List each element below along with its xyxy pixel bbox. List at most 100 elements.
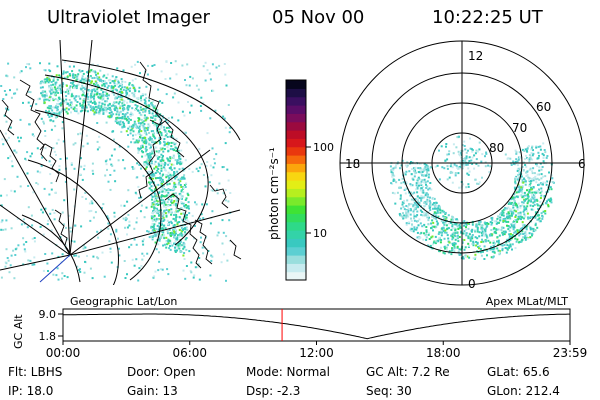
aurora-pixel: [144, 164, 147, 167]
aurora-pixel: [523, 206, 526, 209]
aurora-pixel: [508, 229, 511, 232]
aurora-pixel: [113, 93, 116, 96]
aurora-pixel: [62, 99, 65, 102]
aurora-pixel: [145, 116, 148, 119]
aurora-pixel: [425, 236, 428, 239]
aurora-pixel: [425, 212, 428, 215]
aurora-pixel: [178, 159, 181, 162]
aurora-pixel: [69, 103, 72, 106]
aurora-pixel: [174, 186, 177, 188]
aurora-pixel: [421, 225, 424, 228]
aurora-pixel: [448, 250, 451, 253]
aurora-pixel: [467, 246, 470, 248]
aurora-pixel: [161, 182, 164, 185]
aurora-pixel: [160, 124, 163, 127]
aurora-pixel: [495, 232, 498, 235]
aurora-pixel: [210, 189, 213, 192]
aurora-pixel: [154, 141, 157, 144]
aurora-pixel: [138, 86, 141, 89]
aurora-pixel: [169, 157, 172, 160]
aurora-pixel: [146, 73, 149, 76]
aurora-pixel: [6, 257, 9, 259]
aurora-pixel: [114, 106, 117, 109]
aurora-pixel: [518, 156, 521, 159]
aurora-pixel: [41, 86, 44, 89]
aurora-pixel: [149, 178, 152, 181]
aurora-pixel: [195, 84, 198, 87]
aurora-pixel: [73, 167, 76, 170]
aurora-pixel: [482, 240, 485, 243]
aurora-pixel: [165, 126, 168, 129]
aurora-pixel: [160, 160, 163, 163]
aurora-pixel: [519, 213, 522, 216]
aurora-pixel: [179, 240, 182, 243]
aurora-pixel: [170, 200, 172, 203]
aurora-pixel: [174, 251, 177, 253]
aurora-pixel: [160, 122, 163, 124]
aurora-pixel: [156, 111, 159, 114]
aurora-pixel: [418, 171, 421, 174]
aurora-pixel: [152, 225, 155, 228]
aurora-pixel: [146, 158, 149, 161]
aurora-pixel: [405, 222, 408, 225]
aurora-pixel: [144, 119, 147, 122]
aurora-pixel: [153, 200, 156, 203]
aurora-pixel: [395, 164, 398, 167]
aurora-pixel: [139, 147, 141, 150]
alt-x-tick-label: 00:00: [46, 346, 81, 360]
aurora-pixel: [32, 133, 34, 136]
aurora-pixel: [101, 99, 104, 102]
aurora-pixel: [416, 231, 419, 234]
aurora-pixel: [169, 135, 172, 138]
aurora-pixel: [431, 235, 434, 238]
colorbar-cell: [286, 130, 306, 139]
aurora-pixel: [221, 166, 224, 169]
aurora-pixel: [438, 178, 441, 181]
aurora-pixel: [174, 218, 177, 221]
aurora-pixel: [524, 164, 527, 166]
aurora-pixel: [54, 98, 57, 101]
aurora-pixel: [123, 124, 125, 127]
aurora-pixel: [71, 82, 74, 85]
aurora-pixel: [432, 198, 435, 200]
aurora-pixel: [424, 165, 427, 168]
aurora-pixel: [452, 152, 455, 155]
aurora-pixel: [535, 163, 538, 166]
aurora-pixel: [53, 150, 56, 153]
aurora-pixel: [206, 132, 209, 135]
aurora-pixel: [85, 106, 88, 109]
colorbar-cell: [286, 163, 306, 173]
aurora-pixel: [113, 82, 116, 85]
aurora-pixel: [536, 173, 539, 176]
aurora-pixel: [44, 207, 47, 210]
aurora-pixel: [531, 145, 534, 148]
aurora-pixel: [472, 240, 475, 243]
aurora-pixel: [102, 96, 105, 99]
aurora-pixel: [514, 177, 516, 180]
aurora-pixel: [166, 243, 169, 246]
aurora-pixel: [420, 187, 423, 190]
aurora-pixel: [50, 92, 53, 95]
aurora-pixel: [416, 179, 419, 182]
aurora-pixel: [69, 227, 72, 229]
aurora-pixel: [224, 73, 227, 76]
aurora-pixel: [97, 96, 100, 99]
aurora-pixel: [113, 211, 116, 214]
aurora-pixel: [502, 208, 505, 211]
aurora-pixel: [123, 100, 126, 103]
aurora-pixel: [149, 156, 152, 159]
aurora-pixel: [490, 245, 492, 248]
colorbar-cell: [286, 230, 306, 239]
aurora-pixel: [181, 64, 184, 67]
aurora-pixel: [402, 181, 405, 184]
aurora-pixel: [431, 203, 434, 206]
aurora-pixel: [458, 236, 461, 238]
aurora-pixel: [495, 228, 498, 231]
aurora-pixel: [68, 104, 71, 107]
aurora-pixel: [74, 74, 77, 77]
aurora-pixel: [85, 79, 88, 82]
aurora-pixel: [210, 174, 213, 177]
aurora-pixel: [141, 252, 144, 255]
aurora-pixel: [531, 154, 534, 157]
aurora-pixel: [185, 265, 188, 267]
